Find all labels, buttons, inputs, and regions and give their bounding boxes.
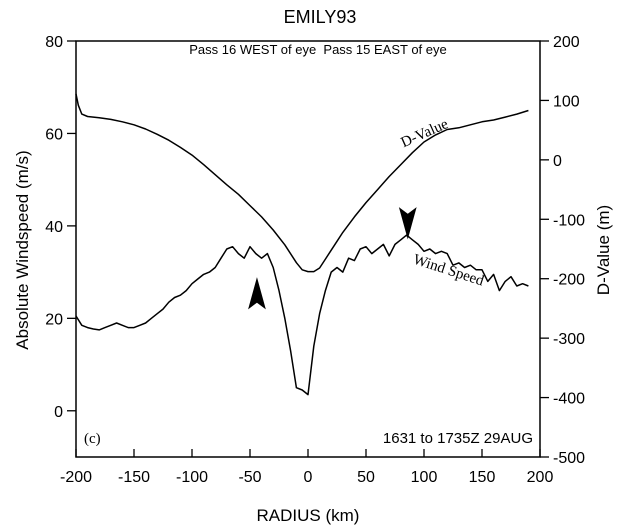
x-axis: -200 -150 -100 -50 0 50 100 150 200	[60, 449, 553, 486]
time-label: 1631 to 1735Z 29AUG	[383, 430, 533, 447]
chart-subtitle: Pass 16 WEST of eye Pass 15 EAST of eye	[189, 42, 446, 57]
x-tick-label: 150	[469, 469, 496, 486]
d-value-line	[75, 93, 529, 273]
left-y-axis-label: Absolute Windspeed (m/s)	[13, 150, 32, 349]
x-tick-label: -150	[118, 469, 150, 486]
wind-speed-line	[75, 234, 529, 396]
right-y-tick-label: -500	[553, 450, 585, 467]
x-tick-label: 100	[411, 469, 438, 486]
x-tick-label: 200	[527, 469, 554, 486]
right-y-axis: -500 -400 -300 -200 -100 0 100 200	[540, 34, 585, 467]
x-tick-label: -100	[176, 469, 208, 486]
left-y-tick-label: 80	[45, 34, 63, 51]
chart-title: EMILY93	[284, 7, 357, 27]
left-y-axis: 0 20 40 60 80	[45, 34, 76, 421]
right-y-tick-label: -100	[553, 212, 585, 229]
right-y-tick-label: -200	[553, 272, 585, 289]
series-layer	[75, 93, 529, 396]
x-tick-label: 0	[304, 469, 313, 486]
left-y-tick-label: 20	[45, 311, 63, 328]
down-arrow	[398, 207, 417, 240]
x-tick-label: -50	[238, 469, 261, 486]
left-y-tick-label: 60	[45, 126, 63, 143]
right-y-axis-label: D-Value (m)	[594, 205, 613, 295]
right-y-tick-label: 200	[553, 34, 580, 51]
right-y-tick-label: -400	[553, 391, 585, 408]
x-axis-label: RADIUS (km)	[257, 506, 360, 525]
right-y-tick-label: 100	[553, 93, 580, 110]
x-tick-label: 50	[357, 469, 375, 486]
right-y-tick-label: 0	[553, 153, 562, 170]
panel-label: (c)	[84, 431, 101, 447]
left-y-tick-label: 40	[45, 219, 63, 236]
up-arrow	[248, 277, 266, 310]
d-value-annotation: D-Value	[399, 116, 451, 151]
x-tick-label: -200	[60, 469, 92, 486]
left-y-tick-label: 0	[54, 404, 63, 421]
right-y-tick-label: -300	[553, 331, 585, 348]
